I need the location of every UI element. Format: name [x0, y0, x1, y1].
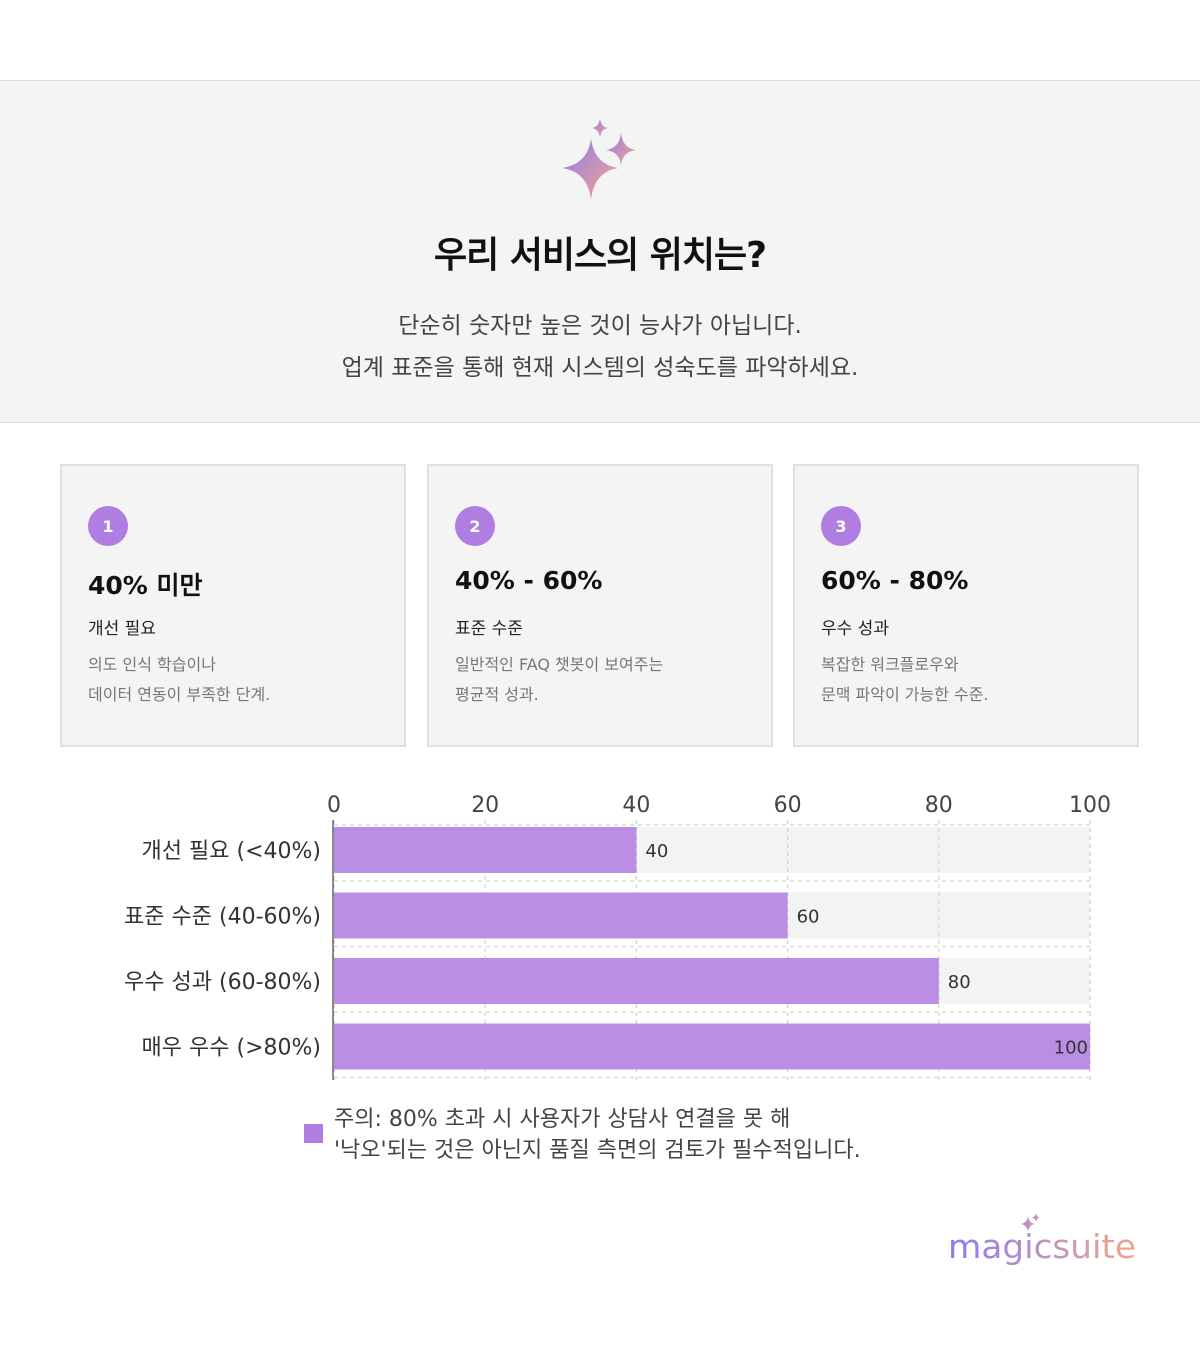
step-number-badge: 2: [455, 506, 495, 546]
category-label: 매우 우수 (>80%): [142, 1036, 321, 1061]
x-tick-label: 20: [471, 793, 499, 818]
data-label: 60: [797, 907, 820, 928]
tier-card-2: 2 40% - 60% 표준 수준 일반적인 FAQ 챗봇이 보여주는 평균적 …: [427, 464, 773, 747]
page-title: 우리 서비스의 위치는?: [433, 235, 767, 276]
bar: [334, 1023, 1090, 1070]
x-tick-label: 60: [774, 793, 802, 818]
tier-level: 우수 성과: [821, 619, 889, 639]
tier-range: 60% - 80%: [821, 566, 969, 595]
magicsuite-logo: magicsuite: [948, 1213, 1136, 1266]
step-number-badge: 1: [88, 506, 128, 546]
data-label: 100: [1054, 1038, 1088, 1059]
x-tick-label: 100: [1069, 793, 1111, 818]
svg-text:magicsuite: magicsuite: [948, 1227, 1136, 1266]
legend-note: 주의: 80% 초과 시 사용자가 상담사 연결을 못 해 '낙오'되는 것은 …: [334, 1104, 861, 1166]
tier-level: 표준 수준: [455, 619, 523, 639]
data-label: 80: [948, 972, 971, 993]
data-label: 40: [645, 841, 668, 862]
x-tick-label: 40: [622, 793, 650, 818]
step-number-badge: 3: [821, 506, 861, 546]
tier-description-line: 데이터 연동이 부족한 단계.: [88, 685, 271, 704]
x-tick-label: 80: [925, 793, 953, 818]
logo-sparkle-icon: [1032, 1213, 1040, 1222]
tier-description-line: 일반적인 FAQ 챗봇이 보여주는: [455, 655, 664, 674]
bar: [334, 827, 637, 873]
benchmark-bar-chart: 0 20 40 60 80 100 개선 필요 (<40%) 표준 수준 (40-60%) 우수…: [124, 793, 1111, 1080]
tier-description: 의도 인식 학습이나 데이터 연동이 부족한 단계.: [88, 650, 270, 710]
sparkle-icon: [562, 118, 636, 200]
tier-description-line: 평균적 성과.: [455, 685, 539, 704]
tier-description-line: 복잡한 워크플로우와: [821, 655, 959, 674]
bar: [334, 892, 788, 939]
tier-range: 40% - 60%: [455, 566, 603, 595]
tier-description-line: 문맥 파악이 가능한 수준.: [821, 685, 989, 704]
category-label: 표준 수준 (40-60%): [124, 905, 321, 930]
tier-card-3: 3 60% - 80% 우수 성과 복잡한 워크플로우와 문맥 파악이 가능한 …: [793, 464, 1139, 747]
x-tick-label: 0: [327, 793, 341, 818]
tier-range: 40% 미만: [88, 571, 203, 600]
category-label: 개선 필요 (<40%): [142, 839, 321, 864]
tier-description: 일반적인 FAQ 챗봇이 보여주는 평균적 성과.: [455, 650, 663, 710]
bar: [334, 958, 939, 1004]
tier-card-1: 1 40% 미만 개선 필요 의도 인식 학습이나 데이터 연동이 부족한 단계…: [60, 464, 406, 747]
tier-description-line: 의도 인식 학습이나: [88, 655, 216, 674]
tier-level: 개선 필요: [88, 619, 156, 639]
tier-description: 복잡한 워크플로우와 문맥 파악이 가능한 수준.: [821, 650, 989, 710]
logo-sparkle-icon: [1021, 1216, 1035, 1232]
category-label: 우수 성과 (60-80%): [124, 970, 321, 995]
legend-swatch: [304, 1124, 323, 1143]
legend-note-line-1: 주의: 80% 초과 시 사용자가 상담사 연결을 못 해: [334, 1107, 791, 1132]
subtitle-line-1: 단순히 숫자만 높은 것이 능사가 아닙니다.: [398, 313, 802, 339]
subtitle-line-2: 업계 표준을 통해 현재 시스템의 성숙도를 파악하세요.: [341, 355, 859, 381]
legend-note-line-2: '낙오'되는 것은 아닌지 품질 측면의 검토가 필수적입니다.: [334, 1138, 861, 1163]
